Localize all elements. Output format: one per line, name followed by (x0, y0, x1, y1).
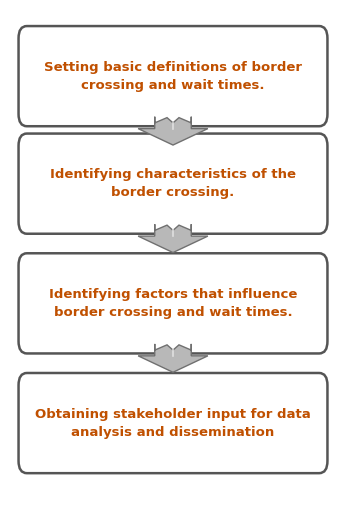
Text: Setting basic definitions of border
crossing and wait times.: Setting basic definitions of border cros… (44, 61, 302, 92)
FancyBboxPatch shape (19, 373, 327, 473)
Polygon shape (138, 344, 208, 372)
FancyBboxPatch shape (19, 133, 327, 234)
Text: Identifying characteristics of the
border crossing.: Identifying characteristics of the borde… (50, 168, 296, 199)
Text: Obtaining stakeholder input for data
analysis and dissemination: Obtaining stakeholder input for data ana… (35, 408, 311, 439)
Polygon shape (138, 224, 208, 252)
FancyBboxPatch shape (19, 26, 327, 126)
Text: Identifying factors that influence
border crossing and wait times.: Identifying factors that influence borde… (49, 288, 297, 319)
FancyBboxPatch shape (19, 253, 327, 353)
Polygon shape (138, 117, 208, 145)
